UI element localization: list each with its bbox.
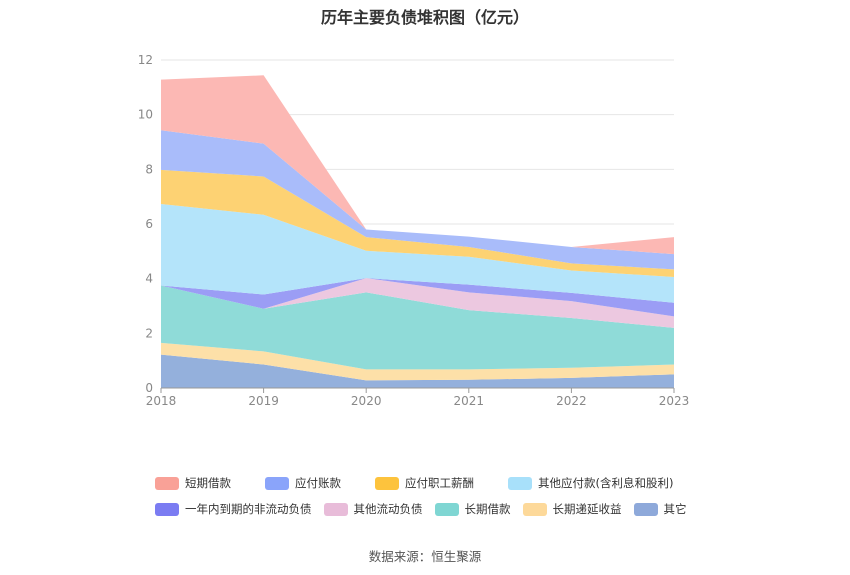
legend-label: 长期递延收益 [552,502,622,516]
legend-label: 长期借款 [464,502,511,516]
legend: 短期借款 应付账款 应付职工薪酬 其他应付款(含利息和股利) 一年内到期的非流动负债 其… [155,470,735,522]
x-tick-label: 2021 [454,394,485,408]
legend-label: 其他应付款(含利息和股利) [538,476,674,490]
legend-row-1: 短期借款 应付账款 应付职工薪酬 其他应付款(含利息和股利) [155,470,735,496]
legend-item[interactable]: 短期借款 [155,475,231,491]
area-layer [161,75,674,388]
chart-title: 历年主要负债堆积图（亿元） [320,8,529,27]
y-tick-label: 12 [138,53,153,67]
area-series [161,204,674,303]
x-tick-label: 2019 [248,394,279,408]
y-tick-label: 4 [145,272,153,286]
legend-item[interactable]: 长期递延收益 [522,501,622,517]
legend-swatch [155,476,179,490]
legend-item[interactable]: 其他应付款(含利息和股利) [508,475,673,491]
legend-swatch [633,502,658,516]
legend-label: 短期借款 [185,476,231,490]
legend-label: 应付账款 [295,476,341,490]
area-series [161,75,674,255]
legend-swatch [508,476,532,490]
x-tick-label: 2020 [351,394,382,408]
legend-swatch [155,502,179,516]
legend-swatch [434,502,459,516]
y-tick-label: 2 [145,326,153,340]
data-source: 数据来源：恒生聚源 [368,549,482,564]
area-series [161,354,674,388]
legend-item[interactable]: 应付账款 [265,475,341,491]
y-tick-label: 8 [145,162,153,176]
area-series [161,169,674,278]
area-series [161,130,674,270]
axis-layer: 0 2 4 6 8 10 12 2018 2019 2020 2021 2022 2023 [138,53,690,408]
legend-label: 一年内到期的非流动负债 [185,502,312,516]
legend-row-2: 一年内到期的非流动负债 其他流动负债 长期借款 长期递延收益 其它 [155,496,735,522]
legend-label: 其它 [663,502,687,516]
legend-swatch [323,502,348,516]
x-tick-label: 2022 [556,394,587,408]
area-series [161,342,674,381]
legend-item[interactable]: 长期借款 [434,501,511,517]
x-tick-label: 2023 [659,394,690,408]
legend-swatch [522,502,547,516]
legend-label: 应付职工薪酬 [405,476,474,490]
legend-label: 其他流动负债 [353,502,423,516]
y-tick-label: 0 [145,381,153,395]
area-series [161,278,674,328]
legend-item[interactable]: 其他流动负债 [323,501,423,517]
area-series [161,285,674,370]
y-tick-label: 6 [145,217,153,231]
x-tick-label: 2018 [146,394,177,408]
legend-item[interactable]: 其它 [633,501,687,517]
legend-swatch [265,476,289,490]
y-tick-label: 10 [138,108,153,122]
legend-item[interactable]: 一年内到期的非流动负债 [155,501,312,517]
legend-item[interactable]: 应付职工薪酬 [375,475,474,491]
area-series [161,278,674,317]
legend-swatch [375,476,399,490]
